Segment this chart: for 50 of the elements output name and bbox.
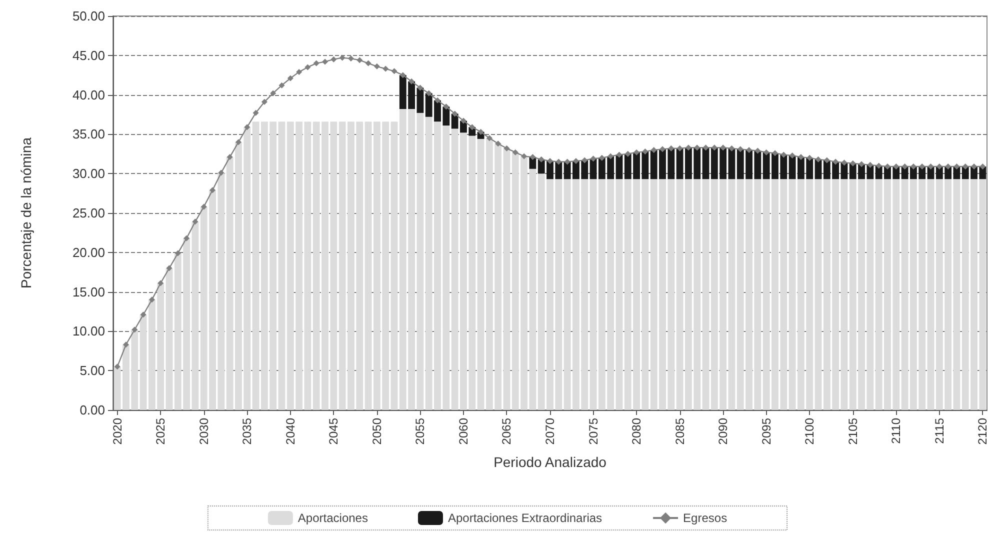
- x-axis-title: Periodo Analizado: [494, 454, 607, 470]
- x-tick-label: 2095: [759, 418, 774, 445]
- x-tick-label: 2020: [110, 418, 124, 445]
- bar: [953, 179, 960, 410]
- bar: [616, 179, 623, 410]
- x-tick-label: 2045: [326, 418, 341, 445]
- bar: [814, 179, 822, 410]
- x-tick-label: 2115: [932, 418, 946, 444]
- bar: [840, 179, 848, 410]
- bar: [278, 122, 286, 410]
- x-tick-label: 2100: [802, 418, 817, 445]
- y-tick-label: 10.00: [72, 324, 105, 339]
- x-tick-label: 2050: [370, 418, 384, 445]
- bar: [702, 179, 710, 410]
- y-tick-label: 15.00: [72, 284, 105, 300]
- legend-label: Egresos: [683, 511, 728, 525]
- bar: [728, 179, 736, 410]
- y-tick-label: 0.00: [80, 402, 105, 418]
- x-tick-label: 2110: [889, 418, 904, 444]
- bar: [927, 179, 934, 410]
- x-tick-label: 2030: [196, 418, 211, 445]
- x-tick-label: 2075: [586, 418, 600, 445]
- y-tick-label: 5.00: [80, 363, 105, 378]
- bar: [390, 122, 398, 410]
- x-tick-label: 2035: [240, 418, 254, 445]
- bar: [590, 179, 597, 410]
- x-tick-label: 2105: [846, 418, 860, 445]
- y-tick-label: 50.00: [72, 8, 105, 24]
- x-tick-label: 2040: [283, 418, 298, 445]
- x-tick-label: 2090: [716, 418, 730, 445]
- x-tick-label: 2120: [976, 418, 990, 445]
- x-tick-label: 2070: [543, 418, 557, 445]
- x-tick-label: 2085: [672, 418, 687, 445]
- legend-label: Aportaciones: [298, 511, 368, 525]
- x-tick-label: 2065: [500, 418, 514, 445]
- x-tick-label: 2060: [456, 418, 470, 445]
- bar: [252, 122, 260, 410]
- x-tick-label: 2055: [413, 418, 428, 445]
- bar: [477, 138, 484, 410]
- y-tick-label: 20.00: [72, 244, 105, 260]
- legend-label: Aportaciones Extraordinarias: [448, 511, 602, 525]
- y-tick-label: 35.00: [72, 126, 105, 142]
- y-tick-label: 25.00: [72, 206, 105, 220]
- y-tick-label: 30.00: [72, 166, 105, 182]
- x-tick-label: 2025: [154, 418, 168, 445]
- x-tick-label: 2080: [630, 418, 644, 445]
- bar: [364, 122, 372, 410]
- y-axis-title: Porcentaje de la nómina: [18, 137, 34, 288]
- y-tick-label: 40.00: [72, 87, 105, 102]
- y-tick-label: 45.00: [72, 48, 105, 63]
